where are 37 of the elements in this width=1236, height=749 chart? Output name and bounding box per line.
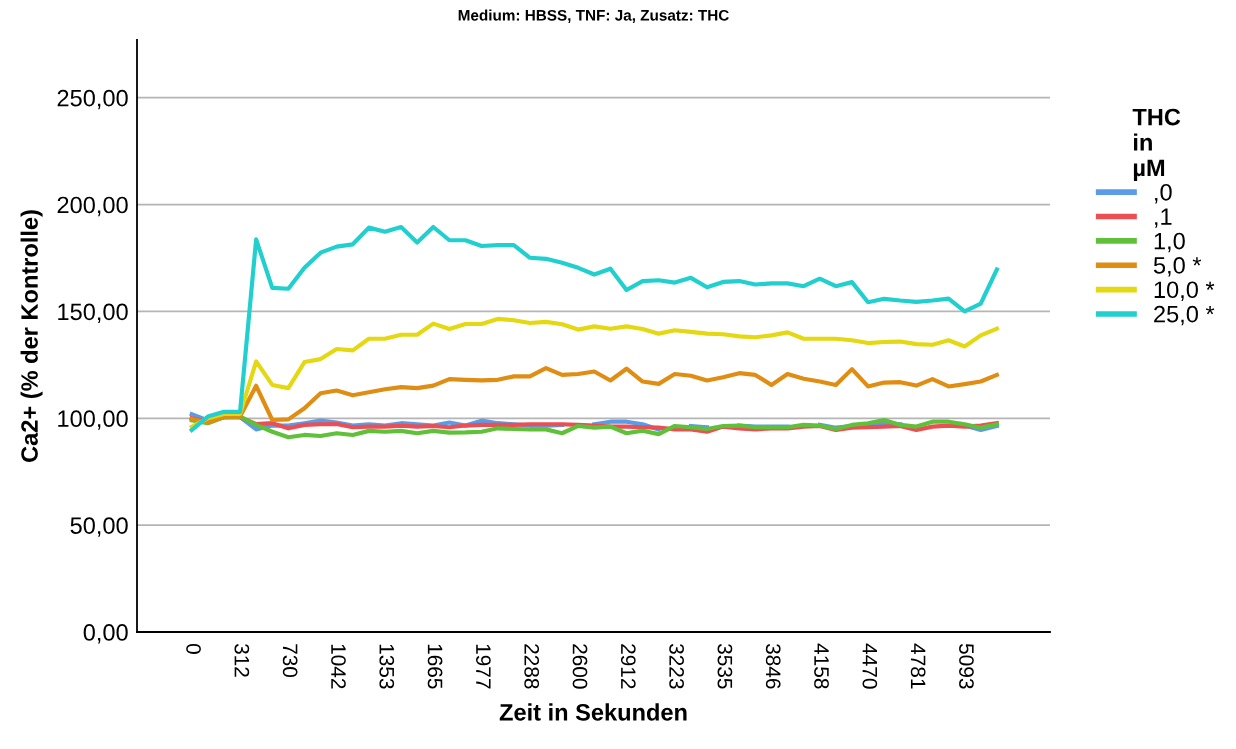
y-tick-label: 200,00 xyxy=(57,196,128,217)
line-series xyxy=(189,365,999,425)
x-tick-label: 730 xyxy=(282,644,298,678)
x-tick-label: 1042 xyxy=(331,644,346,689)
x-tick-label: 1665 xyxy=(427,644,443,689)
x-tick-label: 4158 xyxy=(814,643,829,689)
legend-label: 10,0 * xyxy=(1154,281,1215,301)
y-tick-label: 100,00 xyxy=(58,410,128,430)
x-tick-label: 312 xyxy=(234,643,250,677)
legend-label: ,1 xyxy=(1155,208,1172,228)
legend-title: THC in µM xyxy=(1132,108,1181,181)
x-tick-label: 3846 xyxy=(765,643,781,689)
x-tick-label: 0 xyxy=(186,643,201,654)
chart-title: Medium: HBSS, TNF: Ja, Zusatz: THC xyxy=(458,9,729,23)
x-tick-label: 2912 xyxy=(620,644,636,689)
y-axis-title: Ca2+ (% der Kontrolle) xyxy=(20,210,43,462)
legend-label: 5,0 * xyxy=(1153,257,1202,277)
y-tick-label: 250,00 xyxy=(57,89,128,110)
line-series xyxy=(189,224,999,433)
x-tick-label: 4470 xyxy=(862,643,878,689)
legend-label: 25,0 * xyxy=(1154,305,1215,326)
legend-label: 1,0 xyxy=(1154,232,1185,253)
x-tick-label: 5093 xyxy=(959,643,974,689)
x-tick-label: 3535 xyxy=(717,643,733,689)
x-tick-label: 3223 xyxy=(669,643,684,689)
x-tick-label: 2600 xyxy=(572,644,588,689)
line-series xyxy=(189,414,999,440)
legend-label: ,0 xyxy=(1155,183,1172,204)
y-tick-label: 150,00 xyxy=(58,303,128,323)
x-axis-title: Zeit in Sekunden xyxy=(499,703,687,721)
x-tick-label: 4781 xyxy=(910,643,926,689)
x-tick-label: 2288 xyxy=(524,644,540,689)
y-tick-label: 50,00 xyxy=(70,517,128,537)
x-tick-label: 1353 xyxy=(379,644,395,689)
x-tick-label: 1977 xyxy=(476,644,491,689)
y-tick-label: 0,00 xyxy=(83,624,128,644)
line-series xyxy=(189,316,999,429)
